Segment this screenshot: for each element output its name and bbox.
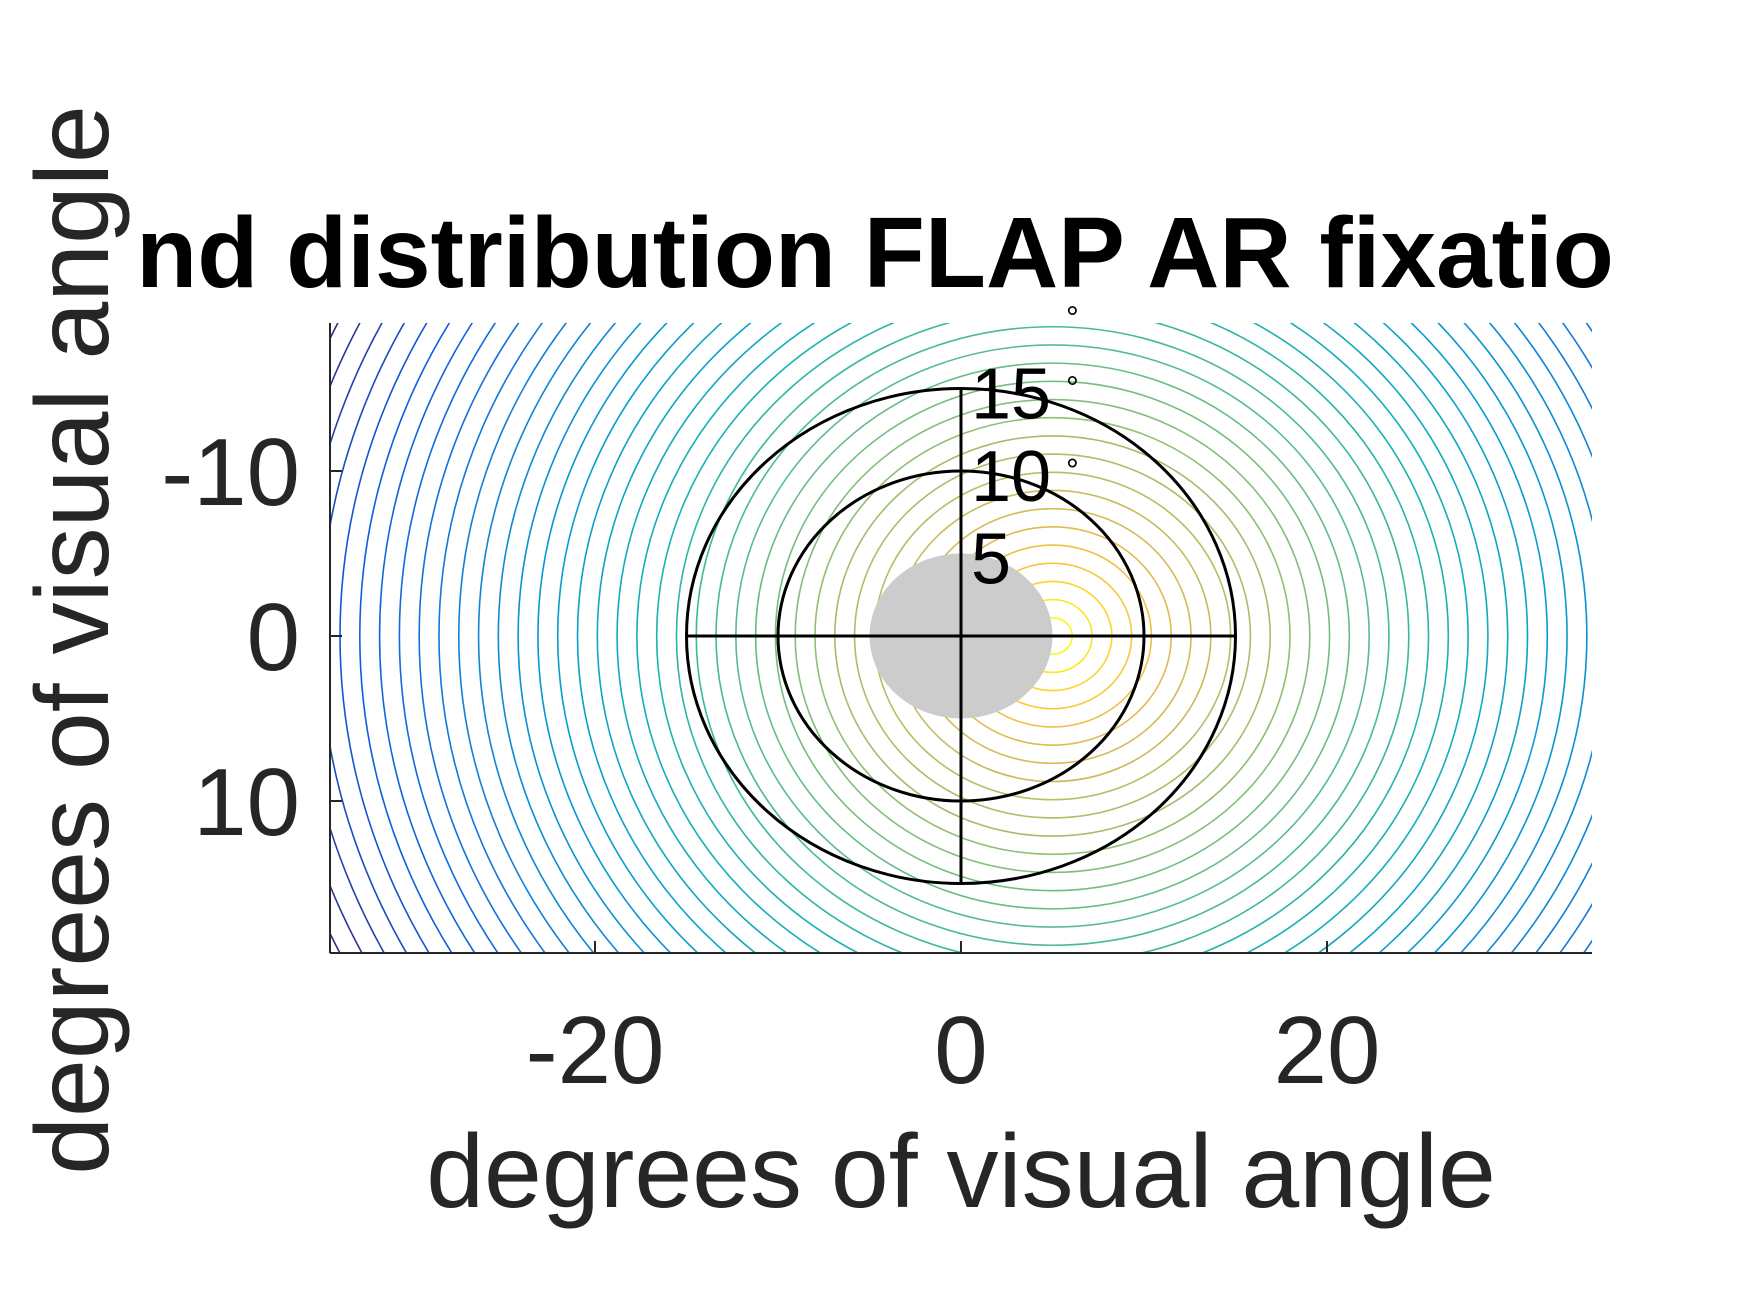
- contour-line: [616, 323, 1489, 953]
- ring-label: 10: [971, 437, 1051, 517]
- ring-label: 5: [971, 520, 1011, 600]
- contour-line: [497, 323, 1592, 953]
- ring-labels: 510 ° 15 ° °: [971, 300, 1079, 600]
- contour-line: [537, 323, 1568, 953]
- ring-degree-mark: °: [1066, 300, 1079, 336]
- x-tick-label: 0: [934, 997, 987, 1104]
- y-tick-label: 0: [247, 584, 300, 691]
- x-axis-label: degrees of visual angle: [426, 1114, 1496, 1230]
- contour-line: [418, 323, 1592, 953]
- ring-degree-mark: °: [1066, 452, 1079, 488]
- contour-line: [458, 323, 1592, 953]
- contour-line: [576, 323, 1529, 953]
- y-axis-label: degrees of visual angle: [15, 105, 131, 1175]
- contour-line: [675, 323, 1430, 953]
- contour-line: [596, 323, 1509, 953]
- contour-line: [438, 323, 1592, 953]
- polar-overlay: [685, 387, 1237, 885]
- contour-line: [359, 323, 453, 953]
- polar-ring: [685, 387, 1237, 885]
- contour-line: [477, 323, 1592, 953]
- ring-degree-mark: °: [1066, 370, 1079, 406]
- polar-ring: [776, 469, 1146, 803]
- x-tick-label: 20: [1274, 997, 1381, 1104]
- x-tick-label: -20: [526, 997, 665, 1104]
- contour-line: [517, 323, 1588, 953]
- contour-line: [655, 323, 1450, 953]
- ring-label: 15: [971, 355, 1051, 435]
- contour-line: [636, 323, 1469, 953]
- contour-line: [398, 323, 499, 953]
- y-tick-label: -10: [161, 419, 300, 526]
- chart-title: nd distribution FLAP AR fixatio: [136, 197, 1614, 309]
- axes: -20 0 20 -10 0 10: [161, 323, 1592, 1104]
- contour-line: [378, 323, 476, 953]
- contour-line: [557, 323, 1548, 953]
- y-tick-label: 10: [193, 749, 300, 856]
